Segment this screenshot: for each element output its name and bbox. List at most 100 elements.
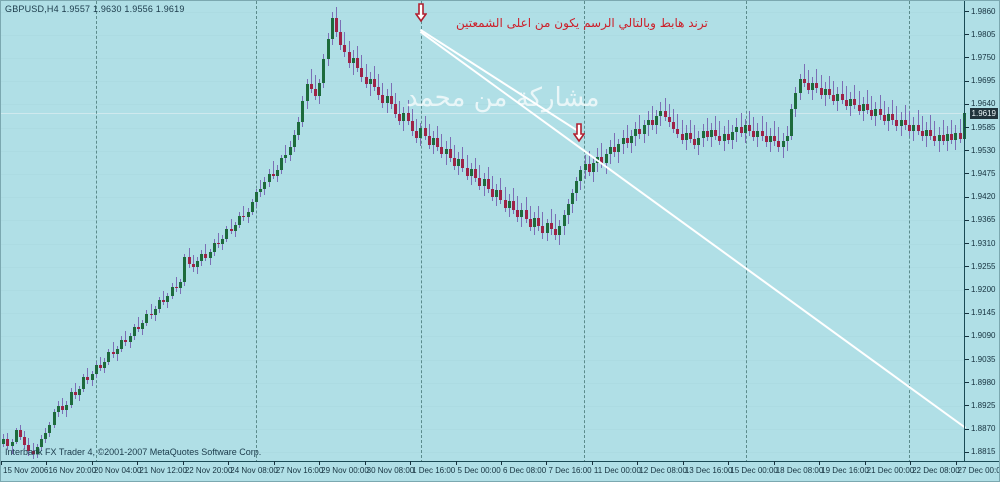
candle-body-bearish	[588, 164, 591, 172]
candle-body-bullish	[508, 200, 511, 209]
horizontal-gridline	[1, 336, 966, 338]
candle-body-bearish	[466, 167, 469, 177]
candle-body-bullish	[584, 164, 587, 171]
candle-body-bullish	[643, 125, 646, 134]
arabic-annotation-text: ترند هابط وبالتالي الرسم يكون من اعلى ال…	[456, 16, 708, 30]
time-tick-label: 18 Dec 08:00	[775, 466, 824, 475]
price-tick-label: 1.9475	[971, 168, 996, 178]
candle-wick	[669, 103, 670, 128]
candle-wick	[231, 219, 232, 235]
candle-body-bullish	[145, 313, 148, 323]
time-tick-mark	[91, 461, 93, 465]
candle-body-bullish	[234, 225, 237, 231]
candle-wick	[728, 120, 729, 145]
time-axis[interactable]: 15 Nov 2006 16 Nov 20:00 20 Nov 04:00 21 No…	[1, 461, 999, 481]
candle-body-bullish	[925, 129, 928, 137]
tick-dash	[965, 428, 969, 430]
candle-body-bearish	[853, 99, 856, 106]
candle-body-bullish	[293, 134, 296, 147]
candle-body-bearish	[348, 52, 351, 64]
candle-body-bearish	[19, 430, 22, 437]
candle-body-bearish	[335, 18, 338, 32]
candle-body-bearish	[718, 135, 721, 141]
candle-body-bearish	[761, 130, 764, 137]
candle-body-bullish	[799, 79, 802, 93]
time-tick-mark	[773, 461, 775, 465]
candle-body-bullish	[280, 158, 283, 171]
candle-body-bearish	[600, 156, 603, 164]
candle-wick	[138, 317, 139, 333]
price-tick-label: 1.9530	[971, 145, 996, 155]
candle-body-bearish	[550, 223, 553, 230]
candle-body-bullish	[91, 374, 94, 381]
candle-body-bullish	[352, 57, 355, 64]
candle-wick	[551, 209, 552, 236]
candle-body-bearish	[86, 376, 89, 381]
tick-dash	[965, 405, 969, 407]
candle-body-bearish	[27, 445, 30, 452]
candle-body-bearish	[478, 177, 481, 187]
candle-body-bearish	[668, 117, 671, 123]
candle-body-bearish	[942, 134, 945, 141]
horizontal-gridline	[1, 197, 966, 199]
candle-wick	[905, 105, 906, 130]
time-tick-mark	[501, 461, 502, 465]
candle-body-bearish	[765, 136, 768, 143]
candle-body-bullish	[874, 109, 877, 117]
candle-body-bearish	[516, 209, 519, 218]
candle-wick	[273, 160, 274, 180]
price-tick: 1.9805	[965, 30, 995, 39]
candle-body-bearish	[959, 133, 962, 139]
price-tick: 1.9145	[965, 308, 995, 317]
horizontal-gridline	[1, 290, 966, 291]
price-tick: 1.9750	[965, 53, 995, 62]
price-tick-label: 1.9695	[971, 76, 996, 86]
arrow-down-2[interactable]	[572, 123, 586, 143]
candle-body-bearish	[162, 300, 165, 302]
candle-body-bullish	[15, 430, 18, 442]
time-tick-mark	[364, 461, 366, 465]
time-tick-label: 15 Nov 2006	[3, 466, 49, 475]
candle-body-bullish	[129, 336, 132, 343]
candle-body-bearish	[390, 95, 393, 105]
horizontal-gridline	[1, 57, 966, 59]
candle-body-bullish	[790, 109, 793, 136]
candle-wick	[741, 112, 742, 138]
tick-dash	[965, 266, 969, 268]
candle-body-bullish	[769, 135, 772, 143]
vertical-gridline	[584, 1, 585, 463]
candle-wick	[62, 398, 63, 415]
candle-body-bearish	[175, 286, 178, 289]
candle-body-bullish	[432, 138, 435, 145]
time-tick-mark	[864, 461, 866, 465]
candle-body-bearish	[933, 135, 936, 142]
candle-wick	[867, 90, 868, 115]
current-price-line	[1, 113, 966, 115]
candle-body-bullish	[268, 173, 271, 182]
candle-body-bullish	[849, 99, 852, 107]
candle-body-bullish	[546, 223, 549, 234]
candle-body-bullish	[289, 146, 292, 155]
vertical-gridline	[421, 1, 422, 463]
candle-wick	[589, 150, 590, 177]
candle-body-bullish	[297, 122, 300, 135]
horizontal-gridline	[1, 104, 966, 106]
candle-body-bullish	[154, 309, 157, 316]
candle-wick	[842, 80, 843, 105]
candle-body-bearish	[74, 392, 77, 396]
price-tick-label: 1.9750	[971, 52, 996, 62]
vertical-gridline	[96, 1, 97, 463]
arrow-down-1[interactable]	[414, 3, 428, 23]
candle-body-bullish	[655, 116, 658, 125]
candle-wick	[542, 212, 543, 239]
tick-dash	[965, 382, 969, 384]
chart-plot-area[interactable]: مشاركة من محمد ترند هابط وبالتالي الرسم …	[1, 1, 966, 463]
candle-wick	[896, 106, 897, 131]
candle-body-bearish	[681, 133, 684, 140]
candle-body-bullish	[78, 388, 81, 396]
candle-body-bullish	[533, 218, 536, 227]
time-tick-label: 29 Nov 00:00	[321, 466, 369, 475]
candle-body-bullish	[794, 92, 797, 110]
price-axis[interactable]: 1.9860 1.9805 1.9750 1.9695 1.9640 1.9585 1.95…	[964, 1, 999, 463]
candle-body-bearish	[638, 128, 641, 134]
